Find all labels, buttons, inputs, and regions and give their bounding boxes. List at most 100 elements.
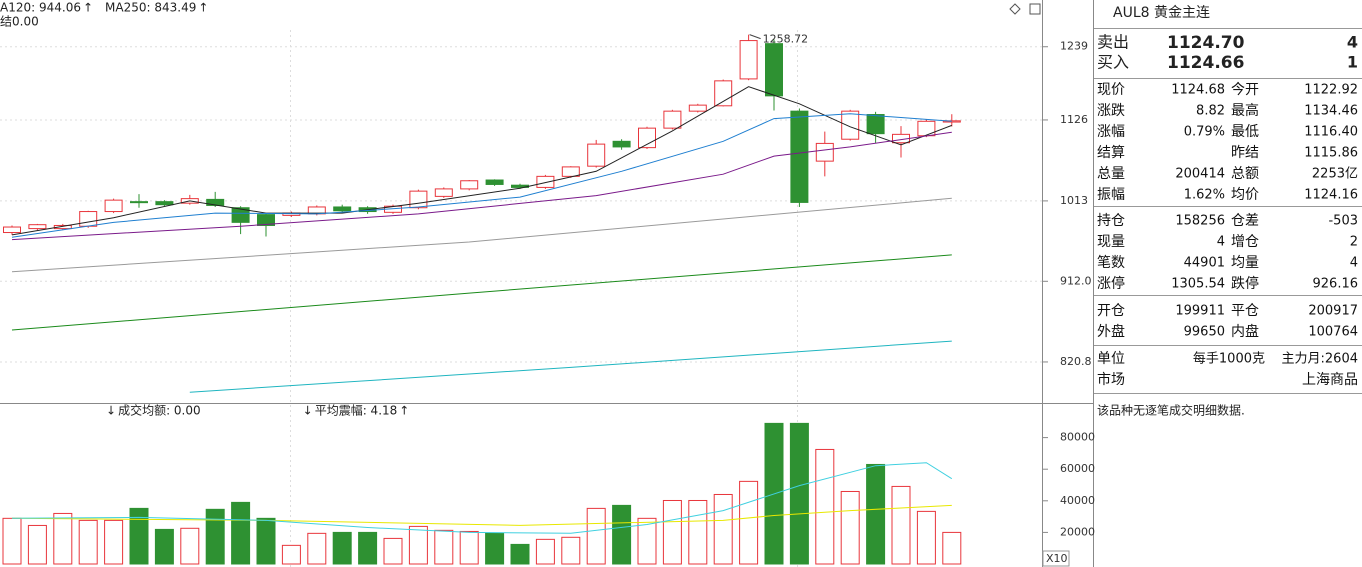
unit-label: X10: [1046, 552, 1068, 565]
stat-value: 1115.86: [1304, 146, 1358, 161]
volume-bar: [662, 499, 682, 565]
stat-label: 增仓: [1231, 234, 1259, 250]
candle-body: [866, 114, 885, 135]
legend-text: A120: 944.06: [0, 1, 81, 15]
volume-bar: [891, 485, 911, 565]
stat-label: 最高: [1231, 102, 1259, 119]
volume-bar: [231, 501, 251, 565]
stat-label: 振幅: [1097, 187, 1125, 203]
volume-bar: [942, 531, 962, 565]
volume-bar: [510, 543, 530, 565]
candle-body: [155, 201, 174, 206]
order-price: 1124.66: [1167, 53, 1244, 73]
stat-label: 涨跌: [1097, 103, 1125, 119]
volume-bar: [713, 493, 733, 565]
stat-value: 4: [1217, 235, 1225, 250]
volume-bar: [789, 422, 809, 565]
candle-body: [333, 206, 352, 212]
stat-value: 926.16: [1313, 277, 1359, 292]
stat-label: 跌停: [1231, 275, 1259, 292]
volume-bar: [840, 490, 860, 565]
candle-body: [841, 110, 860, 140]
volume-bar: [129, 507, 149, 565]
stat-label: 现价: [1097, 82, 1125, 98]
volume-bar: [180, 527, 200, 565]
stat-value: 199911: [1175, 304, 1225, 319]
volume-bar: [205, 508, 225, 565]
ma-line: [11, 131, 952, 241]
stat-label: 涨幅: [1097, 124, 1125, 140]
candle-body: [130, 201, 148, 204]
stat-value: 8.82: [1196, 104, 1225, 119]
candle-body: [3, 226, 21, 234]
volume-bar: [434, 529, 454, 565]
volume-bar: [916, 510, 936, 565]
legend-prefix: ↓: [106, 404, 116, 418]
candle-body: [765, 43, 783, 97]
candle-body: [485, 179, 504, 185]
order-qty: 1: [1347, 53, 1358, 72]
candle-body: [409, 190, 428, 209]
legend-prefix: ↓: [303, 404, 313, 418]
stat-label: 最低: [1231, 124, 1259, 140]
stat-label: 外盘: [1097, 323, 1125, 340]
candle-body: [714, 80, 733, 107]
y-tick-label: 60000: [1060, 462, 1095, 475]
order-label: 买入: [1097, 53, 1129, 72]
volume-bar: [586, 507, 606, 565]
volume-bar: [53, 512, 73, 565]
chart-subtitle: 结0.00: [0, 15, 39, 29]
stat-label: 总额: [1231, 166, 1259, 182]
stat-value: 1116.40: [1304, 125, 1358, 140]
volume-bar: [256, 517, 276, 565]
y-tick-label: 1126: [1060, 113, 1088, 126]
y-tick-label: 1239: [1060, 40, 1088, 53]
stat-value: 1124.16: [1304, 188, 1358, 203]
legend-suffix: ↑: [83, 1, 93, 15]
legend-text: 成交均额: 0.00: [118, 403, 201, 418]
legend-suffix: ↑: [198, 1, 208, 15]
square-icon[interactable]: [1029, 3, 1041, 15]
candle-body: [739, 40, 758, 80]
legend-text: MA250: 843.49: [105, 1, 196, 15]
stat-label: 内盘: [1231, 323, 1259, 340]
candle-body: [638, 127, 656, 149]
volume-bar: [27, 524, 47, 565]
volume-bar: [485, 532, 505, 565]
y-tick-label: 40000: [1060, 494, 1095, 507]
candle-body: [587, 143, 606, 167]
volume-bar: [815, 448, 835, 565]
volume-bar: [866, 463, 886, 565]
ma-line: [11, 504, 952, 526]
candle-body: [663, 110, 682, 129]
diamond-icon[interactable]: [1009, 3, 1021, 15]
ma-line: [11, 462, 953, 534]
ma-line: [11, 113, 952, 238]
stat-value: -503: [1328, 214, 1358, 229]
candle-body: [815, 142, 834, 162]
candle-body: [688, 104, 707, 112]
stat-label: 涨停: [1097, 275, 1125, 292]
candle-body: [612, 140, 631, 148]
stat-value: 2: [1350, 235, 1358, 250]
stat-label: 均量: [1231, 255, 1259, 271]
stat-label: 仓差: [1231, 213, 1259, 229]
unit-box: [1042, 550, 1070, 567]
stat-value: 44901: [1184, 256, 1225, 271]
stat-value: 158256: [1175, 214, 1225, 229]
stat-label: 平仓: [1231, 303, 1259, 319]
volume-bar: [383, 537, 403, 565]
volume-bar: [408, 525, 428, 565]
ma-line: [189, 340, 952, 393]
info-value: 上海商品: [1302, 372, 1358, 388]
stat-value: 200414: [1175, 167, 1225, 182]
stat-value: 1305.54: [1171, 277, 1225, 292]
high-pointer: [749, 34, 761, 40]
order-label: 卖出: [1097, 33, 1129, 52]
stat-label: 开仓: [1097, 303, 1125, 319]
stat-value: 200917: [1308, 304, 1358, 319]
stat-value: 1124.68: [1171, 83, 1225, 98]
legend-text: 平均震幅: 4.18: [315, 403, 398, 418]
volume-bar: [637, 517, 657, 565]
